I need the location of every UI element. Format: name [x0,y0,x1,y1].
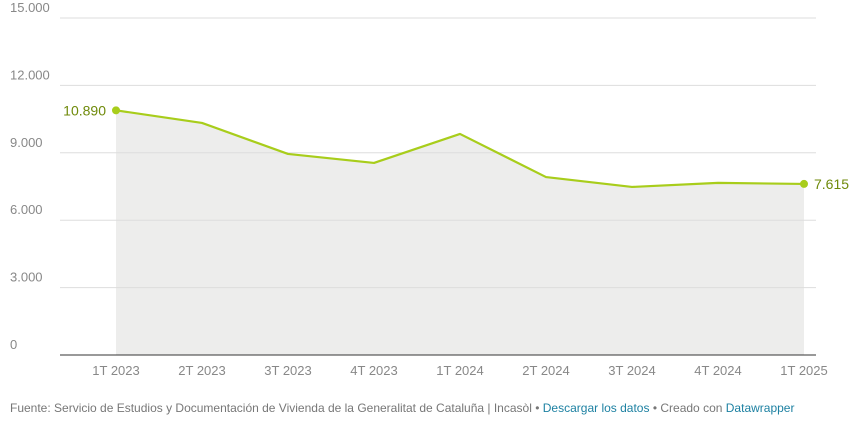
source: Fuente: Servicio de Estudios y Documenta… [10,401,532,415]
x-tick-label: 1T 2023 [92,363,139,378]
x-tick-label: 1T 2024 [436,363,483,378]
value-label: 7.615 [814,176,849,192]
chart: 1T 2023 2T 2023 3T 2023 4T 2023 1T 2024 2T 20… [10,0,849,378]
tool-link[interactable]: Datawrapper [725,401,795,415]
x-tick-label: 4T 2023 [350,363,397,378]
x-tick-label: 2T 2023 [178,363,225,378]
separator: • [652,401,658,415]
value-label: 10.890 [63,102,106,118]
x-tick-label: 4T 2024 [694,363,741,378]
y-tick-label: 6.000 [10,202,43,217]
y-tick-label: 15.000 [10,0,50,15]
footer: Fuente: Servicio de Estudios y Documenta… [10,401,794,415]
x-tick-label: 1T 2025 [780,363,827,378]
x-tick-label: 3T 2024 [608,363,655,378]
separator: • [535,401,540,415]
line [115,109,805,189]
created-with: Creado con [660,401,723,415]
area [116,110,804,355]
y-tick-label: 3.000 [10,270,43,285]
x-tick-label: 2T 2024 [522,363,569,378]
point [112,106,120,115]
point [800,179,808,188]
download-link[interactable]: Descargar los datos [542,401,650,415]
y-tick-label: 0 [10,337,17,352]
y-tick-label: 12.000 [10,67,50,82]
y-tick-label: 9.000 [10,135,43,150]
x-tick-label: 3T 2023 [264,363,311,378]
